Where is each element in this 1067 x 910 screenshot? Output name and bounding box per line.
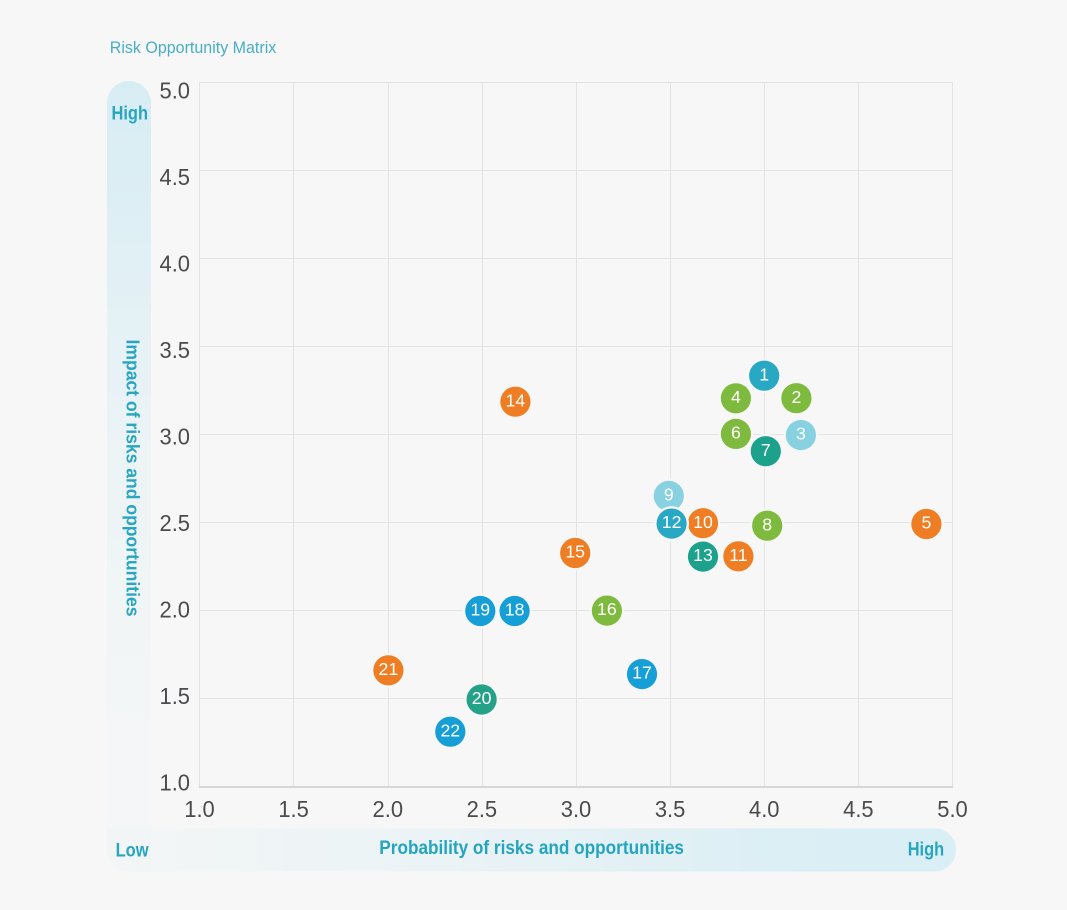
svg-text:Risk Opportunity Matrix: Risk Opportunity Matrix — [110, 38, 277, 57]
svg-text:11: 11 — [729, 545, 747, 565]
svg-text:20: 20 — [472, 688, 492, 708]
svg-text:10: 10 — [693, 512, 713, 532]
svg-text:1.0: 1.0 — [160, 770, 191, 796]
svg-text:3.5: 3.5 — [160, 337, 191, 363]
svg-text:5.0: 5.0 — [160, 78, 191, 104]
svg-text:1.5: 1.5 — [278, 796, 309, 822]
svg-text:1: 1 — [759, 364, 769, 384]
svg-text:18: 18 — [505, 600, 525, 620]
svg-text:7: 7 — [761, 440, 771, 460]
svg-text:2.0: 2.0 — [160, 597, 191, 623]
svg-text:2.0: 2.0 — [373, 796, 404, 822]
svg-text:15: 15 — [565, 542, 585, 562]
svg-text:17: 17 — [632, 663, 652, 683]
svg-text:3: 3 — [796, 424, 806, 444]
svg-text:3.0: 3.0 — [160, 424, 191, 450]
svg-text:4.0: 4.0 — [749, 796, 780, 822]
svg-text:1.0: 1.0 — [184, 796, 215, 822]
svg-text:Low: Low — [116, 840, 150, 862]
svg-text:5: 5 — [921, 513, 931, 533]
svg-text:9: 9 — [664, 485, 674, 505]
svg-text:2.5: 2.5 — [467, 796, 498, 822]
svg-text:High: High — [908, 839, 945, 861]
svg-text:Probability of risks and oppor: Probability of risks and opportunities — [379, 838, 684, 859]
svg-text:2.5: 2.5 — [160, 510, 191, 536]
svg-text:3.5: 3.5 — [655, 796, 686, 822]
svg-text:4: 4 — [731, 387, 741, 407]
svg-text:4.0: 4.0 — [160, 251, 191, 277]
svg-text:13: 13 — [693, 545, 713, 565]
svg-text:8: 8 — [762, 514, 772, 534]
svg-text:Impact of risks and opportunit: Impact of risks and opportunities — [123, 340, 143, 617]
svg-text:22: 22 — [440, 720, 460, 740]
svg-text:12: 12 — [662, 512, 682, 532]
svg-text:High: High — [112, 103, 149, 125]
svg-text:4.5: 4.5 — [843, 796, 874, 822]
svg-text:3.0: 3.0 — [561, 796, 592, 822]
svg-text:2: 2 — [791, 387, 801, 407]
svg-text:21: 21 — [379, 659, 399, 679]
svg-text:14: 14 — [506, 390, 526, 410]
svg-text:1.5: 1.5 — [160, 683, 191, 709]
svg-text:16: 16 — [597, 599, 617, 619]
svg-text:5.0: 5.0 — [937, 796, 968, 822]
svg-text:19: 19 — [470, 600, 490, 620]
svg-text:6: 6 — [731, 423, 741, 443]
svg-text:4.5: 4.5 — [160, 164, 191, 190]
